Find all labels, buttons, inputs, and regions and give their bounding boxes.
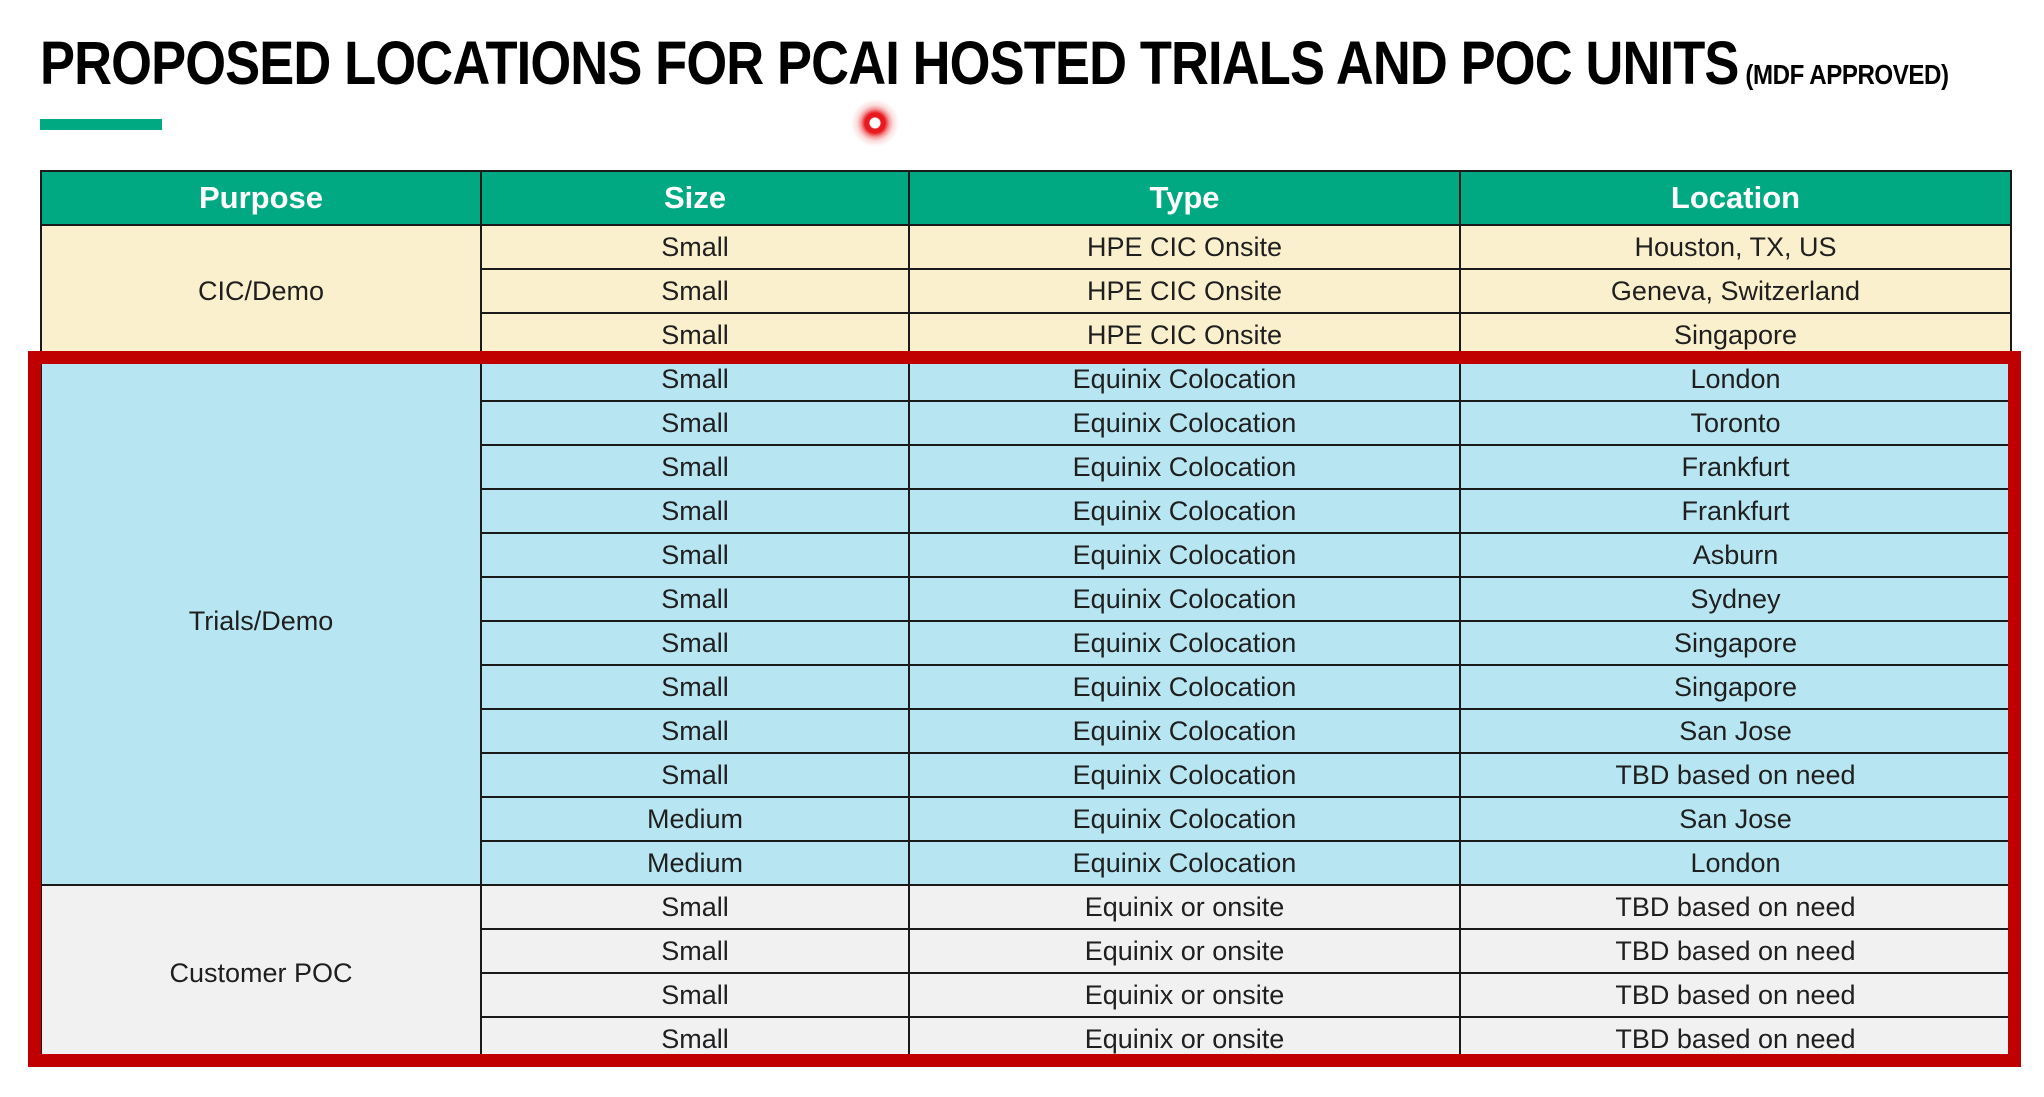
- type-cell: Equinix or onsite: [908, 1016, 1461, 1062]
- size-cell: Small: [480, 312, 910, 358]
- location-cell: Frankfurt: [1459, 488, 2012, 534]
- size-cell: Small: [480, 268, 910, 314]
- location-cell: TBD based on need: [1459, 928, 2012, 974]
- table-row: Small Equinix or onsite TBD based on nee…: [41, 972, 2012, 1018]
- table-row: Medium Equinix Colocation London: [41, 840, 2012, 886]
- type-cell: Equinix Colocation: [908, 400, 1461, 446]
- location-cell: Asburn: [1459, 532, 2012, 578]
- size-cell: Small: [480, 972, 910, 1018]
- size-cell: Small: [480, 444, 910, 490]
- type-cell: Equinix Colocation: [908, 576, 1461, 622]
- column-header-size: Size: [480, 170, 910, 226]
- column-header-type: Type: [908, 170, 1461, 226]
- table-row: Small HPE CIC Onsite Singapore: [41, 312, 2012, 358]
- table-row: Small Equinix Colocation Frankfurt: [41, 488, 2012, 534]
- location-cell: TBD based on need: [1459, 972, 2012, 1018]
- type-cell: Equinix or onsite: [908, 972, 1461, 1018]
- type-cell: Equinix Colocation: [908, 796, 1461, 842]
- size-cell: Small: [480, 884, 910, 930]
- laser-pointer-dot-icon: [851, 99, 899, 147]
- location-cell: Singapore: [1459, 620, 2012, 666]
- title-suffix-text: (MDF APPROVED): [1745, 59, 1949, 90]
- type-cell: Equinix or onsite: [908, 928, 1461, 974]
- table-row: Customer POC Small Equinix or onsite TBD…: [40, 884, 2012, 1062]
- location-cell: Toronto: [1459, 400, 2012, 446]
- location-cell: San Jose: [1459, 796, 2012, 842]
- size-cell: Medium: [480, 796, 910, 842]
- table-row: Small Equinix Colocation Asburn: [41, 532, 2012, 578]
- size-cell: Small: [480, 356, 910, 402]
- size-cell: Medium: [480, 840, 910, 886]
- size-cell: Small: [480, 928, 910, 974]
- table-row: Small HPE CIC Onsite Geneva, Switzerland: [41, 268, 2012, 314]
- locations-table: Purpose Size Type Location CIC/Demo Smal…: [40, 170, 2012, 1062]
- type-cell: Equinix Colocation: [908, 620, 1461, 666]
- type-cell: HPE CIC Onsite: [908, 268, 1461, 314]
- location-cell: Singapore: [1459, 312, 2012, 358]
- location-cell: TBD based on need: [1459, 1016, 2012, 1062]
- type-cell: Equinix Colocation: [908, 708, 1461, 754]
- location-cell: TBD based on need: [1459, 752, 2012, 798]
- table-row: CIC/Demo Small HPE CIC Onsite Houston, T…: [40, 224, 2012, 358]
- table-row: Small Equinix Colocation Singapore: [41, 620, 2012, 666]
- table-row: Small Equinix Colocation TBD based on ne…: [41, 752, 2012, 798]
- location-cell: Sydney: [1459, 576, 2012, 622]
- location-cell: Singapore: [1459, 664, 2012, 710]
- page-title: PROPOSED LOCATIONS FOR PCAI HOSTED TRIAL…: [40, 28, 1949, 98]
- purpose-cell: CIC/Demo: [40, 224, 482, 358]
- location-cell: London: [1459, 356, 2012, 402]
- purpose-cell: Customer POC: [40, 884, 482, 1062]
- size-cell: Small: [480, 400, 910, 446]
- size-cell: Small: [480, 224, 910, 270]
- table-row: Small Equinix Colocation Singapore: [41, 664, 2012, 710]
- type-cell: HPE CIC Onsite: [908, 312, 1461, 358]
- type-cell: Equinix Colocation: [908, 840, 1461, 886]
- size-cell: Small: [480, 488, 910, 534]
- purpose-cell: Trials/Demo: [40, 356, 482, 886]
- location-cell: London: [1459, 840, 2012, 886]
- column-header-location: Location: [1459, 170, 2012, 226]
- type-cell: Equinix Colocation: [908, 664, 1461, 710]
- location-cell: Geneva, Switzerland: [1459, 268, 2012, 314]
- size-cell: Small: [480, 708, 910, 754]
- column-header-purpose: Purpose: [40, 170, 482, 226]
- location-cell: TBD based on need: [1459, 884, 2012, 930]
- size-cell: Small: [480, 1016, 910, 1062]
- table-row: Small Equinix Colocation Frankfurt: [41, 444, 2012, 490]
- location-cell: Frankfurt: [1459, 444, 2012, 490]
- type-cell: Equinix Colocation: [908, 752, 1461, 798]
- type-cell: Equinix or onsite: [908, 884, 1461, 930]
- header-row: Purpose Size Type Location: [40, 170, 2012, 226]
- table-row: Small Equinix Colocation Toronto: [41, 400, 2012, 446]
- table-row: Small Equinix Colocation Sydney: [41, 576, 2012, 622]
- type-cell: Equinix Colocation: [908, 356, 1461, 402]
- table-row: Small Equinix or onsite TBD based on nee…: [41, 928, 2012, 974]
- location-cell: San Jose: [1459, 708, 2012, 754]
- type-cell: Equinix Colocation: [908, 444, 1461, 490]
- location-cell: Houston, TX, US: [1459, 224, 2012, 270]
- size-cell: Small: [480, 576, 910, 622]
- title-text: PROPOSED LOCATIONS FOR PCAI HOSTED TRIAL…: [40, 29, 1739, 97]
- table-row: Small Equinix Colocation San Jose: [41, 708, 2012, 754]
- table-row: Medium Equinix Colocation San Jose: [41, 796, 2012, 842]
- table-row: Trials/Demo Small Equinix Colocation Lon…: [40, 356, 2012, 886]
- size-cell: Small: [480, 752, 910, 798]
- type-cell: Equinix Colocation: [908, 532, 1461, 578]
- title-accent-bar: [40, 119, 162, 130]
- size-cell: Small: [480, 664, 910, 710]
- size-cell: Small: [480, 532, 910, 578]
- type-cell: Equinix Colocation: [908, 488, 1461, 534]
- type-cell: HPE CIC Onsite: [908, 224, 1461, 270]
- size-cell: Small: [480, 620, 910, 666]
